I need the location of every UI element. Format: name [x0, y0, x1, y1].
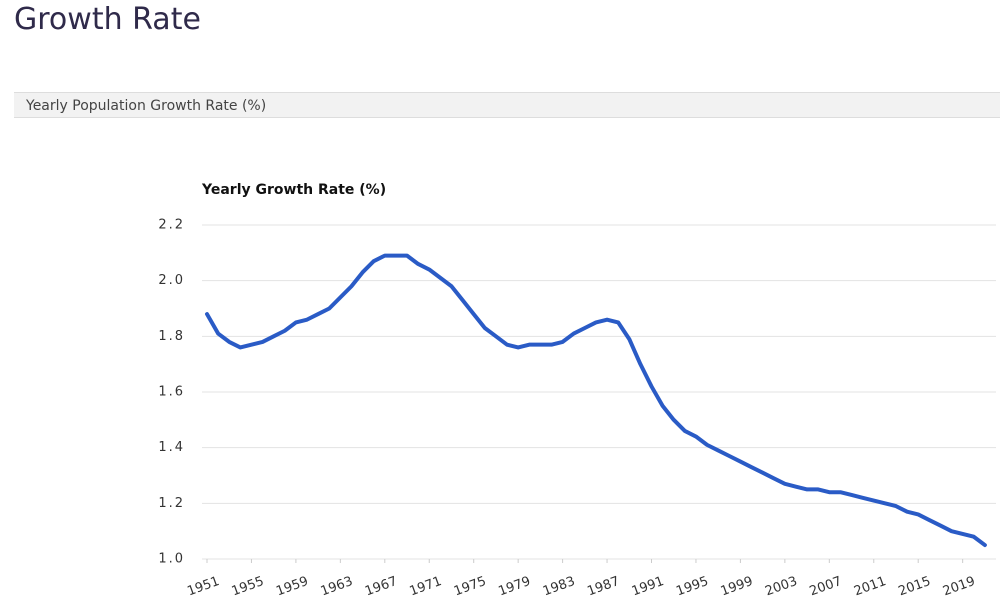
- chart-title: Yearly Growth Rate (%): [201, 182, 386, 198]
- y-tick-label: 1.8: [158, 329, 185, 344]
- y-tick-label: 2.0: [158, 273, 185, 288]
- y-tick-label: 1.0: [158, 552, 185, 567]
- x-tick-label: 1987: [585, 574, 621, 599]
- section-header: Yearly Population Growth Rate (%): [14, 92, 1000, 118]
- x-tick-label: 1951: [185, 574, 221, 599]
- x-tick-label: 2011: [852, 574, 888, 599]
- x-tick-label: 2015: [897, 574, 933, 599]
- x-tick-label: 1967: [363, 574, 399, 599]
- x-tick-label: 1983: [541, 574, 577, 599]
- x-tick-label: 1979: [496, 574, 532, 599]
- y-tick-label: 1.2: [158, 496, 185, 511]
- x-tick-label: 1971: [408, 574, 444, 599]
- y-tick-label: 2.2: [158, 218, 185, 233]
- y-tick-label: 1.4: [158, 440, 185, 455]
- x-tick-label: 1963: [319, 574, 355, 599]
- x-tick-label: 2019: [941, 574, 977, 599]
- x-tick-label: 1975: [452, 574, 488, 599]
- x-tick-label: 1995: [674, 574, 710, 599]
- x-tick-label: 2007: [808, 574, 844, 599]
- x-tick-label: 2003: [763, 574, 799, 599]
- x-tick-label: 1959: [274, 574, 310, 599]
- x-tick-label: 1999: [719, 574, 755, 599]
- y-tick-label: 1.6: [158, 385, 185, 400]
- x-tick-label: 1955: [230, 574, 266, 599]
- page-title: Growth Rate: [14, 2, 201, 37]
- x-tick-label: 1991: [630, 574, 666, 599]
- line: [205, 253, 987, 548]
